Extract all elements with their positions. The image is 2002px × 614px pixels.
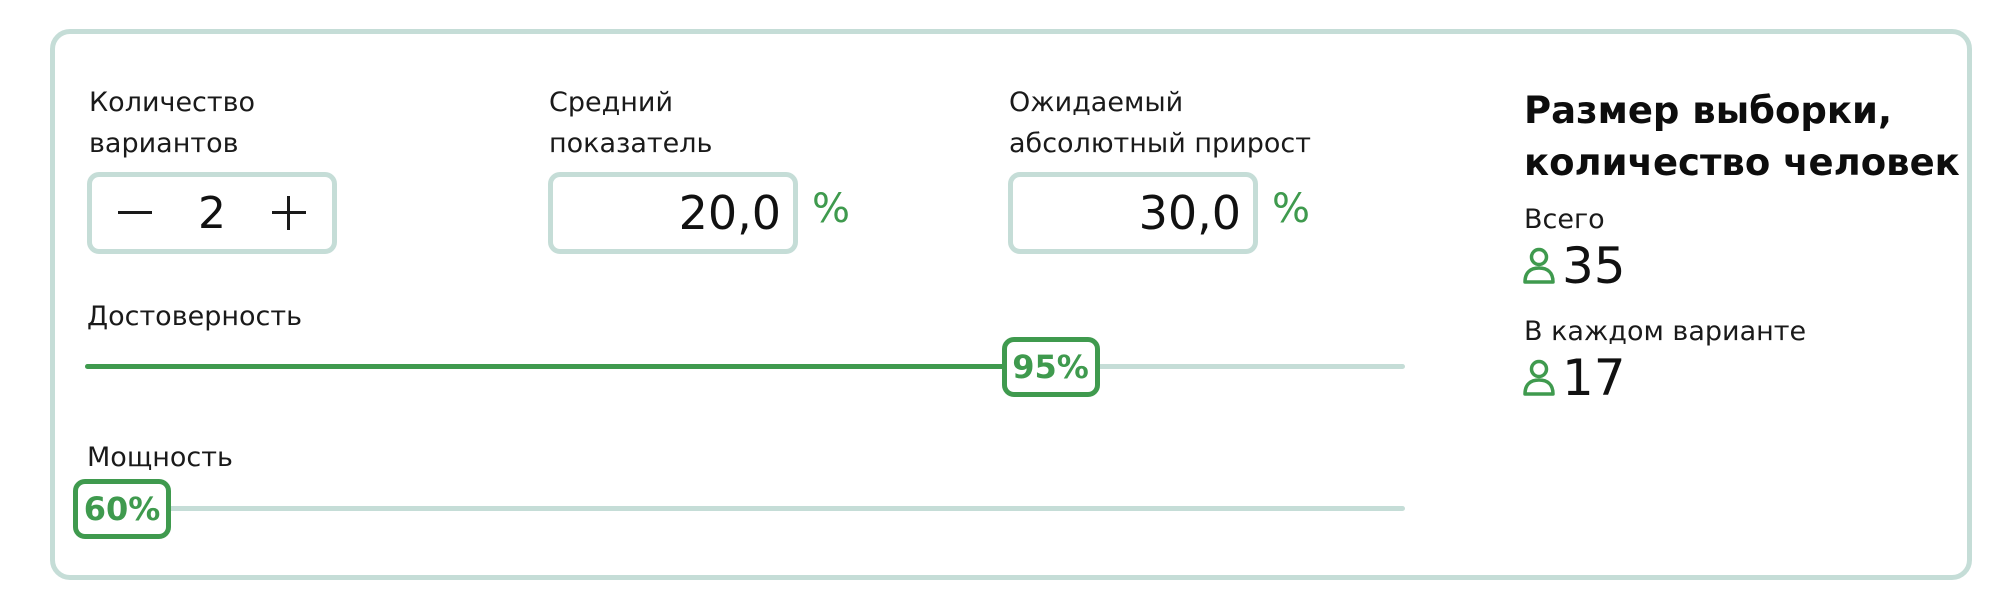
- per-variant-value: 17: [1562, 349, 1626, 407]
- growth-label-line1: Ожидаемый: [1009, 87, 1184, 118]
- growth-label-line2: абсолютный прирост: [1009, 128, 1311, 159]
- average-value: 20,0: [678, 186, 781, 240]
- per-variant-label: В каждом варианте: [1524, 316, 1807, 347]
- total-value: 35: [1562, 237, 1626, 295]
- total-label: Всего: [1524, 204, 1605, 235]
- result-title: Размер выборки, количество человек: [1524, 85, 1960, 189]
- growth-input[interactable]: 30,0: [1008, 172, 1258, 254]
- variants-label: Количество вариантов: [89, 82, 255, 164]
- variants-value[interactable]: 2: [198, 187, 226, 239]
- power-slider-thumb[interactable]: 60%: [73, 479, 171, 539]
- confidence-slider-thumb[interactable]: 95%: [1001, 337, 1100, 397]
- average-label-line1: Средний: [549, 87, 674, 118]
- growth-unit: %: [1272, 186, 1311, 232]
- result-title-line1: Размер выборки,: [1524, 89, 1892, 132]
- result-title-line2: количество человек: [1524, 141, 1960, 184]
- person-icon: [1523, 247, 1555, 284]
- variants-label-line2: вариантов: [89, 128, 239, 159]
- variants-stepper: 2: [87, 172, 337, 254]
- confidence-label: Достоверность: [87, 301, 303, 332]
- variants-label-line1: Количество: [89, 87, 256, 118]
- average-label-line2: показатель: [549, 128, 713, 159]
- power-slider-track[interactable]: [85, 506, 1405, 511]
- growth-value: 30,0: [1138, 186, 1241, 240]
- sample-size-calculator-card: [50, 29, 1972, 580]
- per-variant-row: 17: [1522, 350, 1626, 406]
- average-input[interactable]: 20,0: [548, 172, 798, 254]
- person-icon: [1523, 359, 1555, 396]
- average-unit: %: [812, 186, 851, 232]
- growth-label: Ожидаемый абсолютный прирост: [1009, 82, 1311, 164]
- power-label: Мощность: [87, 442, 233, 473]
- average-label: Средний показатель: [549, 82, 712, 164]
- minus-icon[interactable]: [114, 192, 156, 234]
- plus-icon[interactable]: [268, 192, 310, 234]
- confidence-slider-fill: [85, 364, 1051, 369]
- total-row: 35: [1522, 238, 1626, 294]
